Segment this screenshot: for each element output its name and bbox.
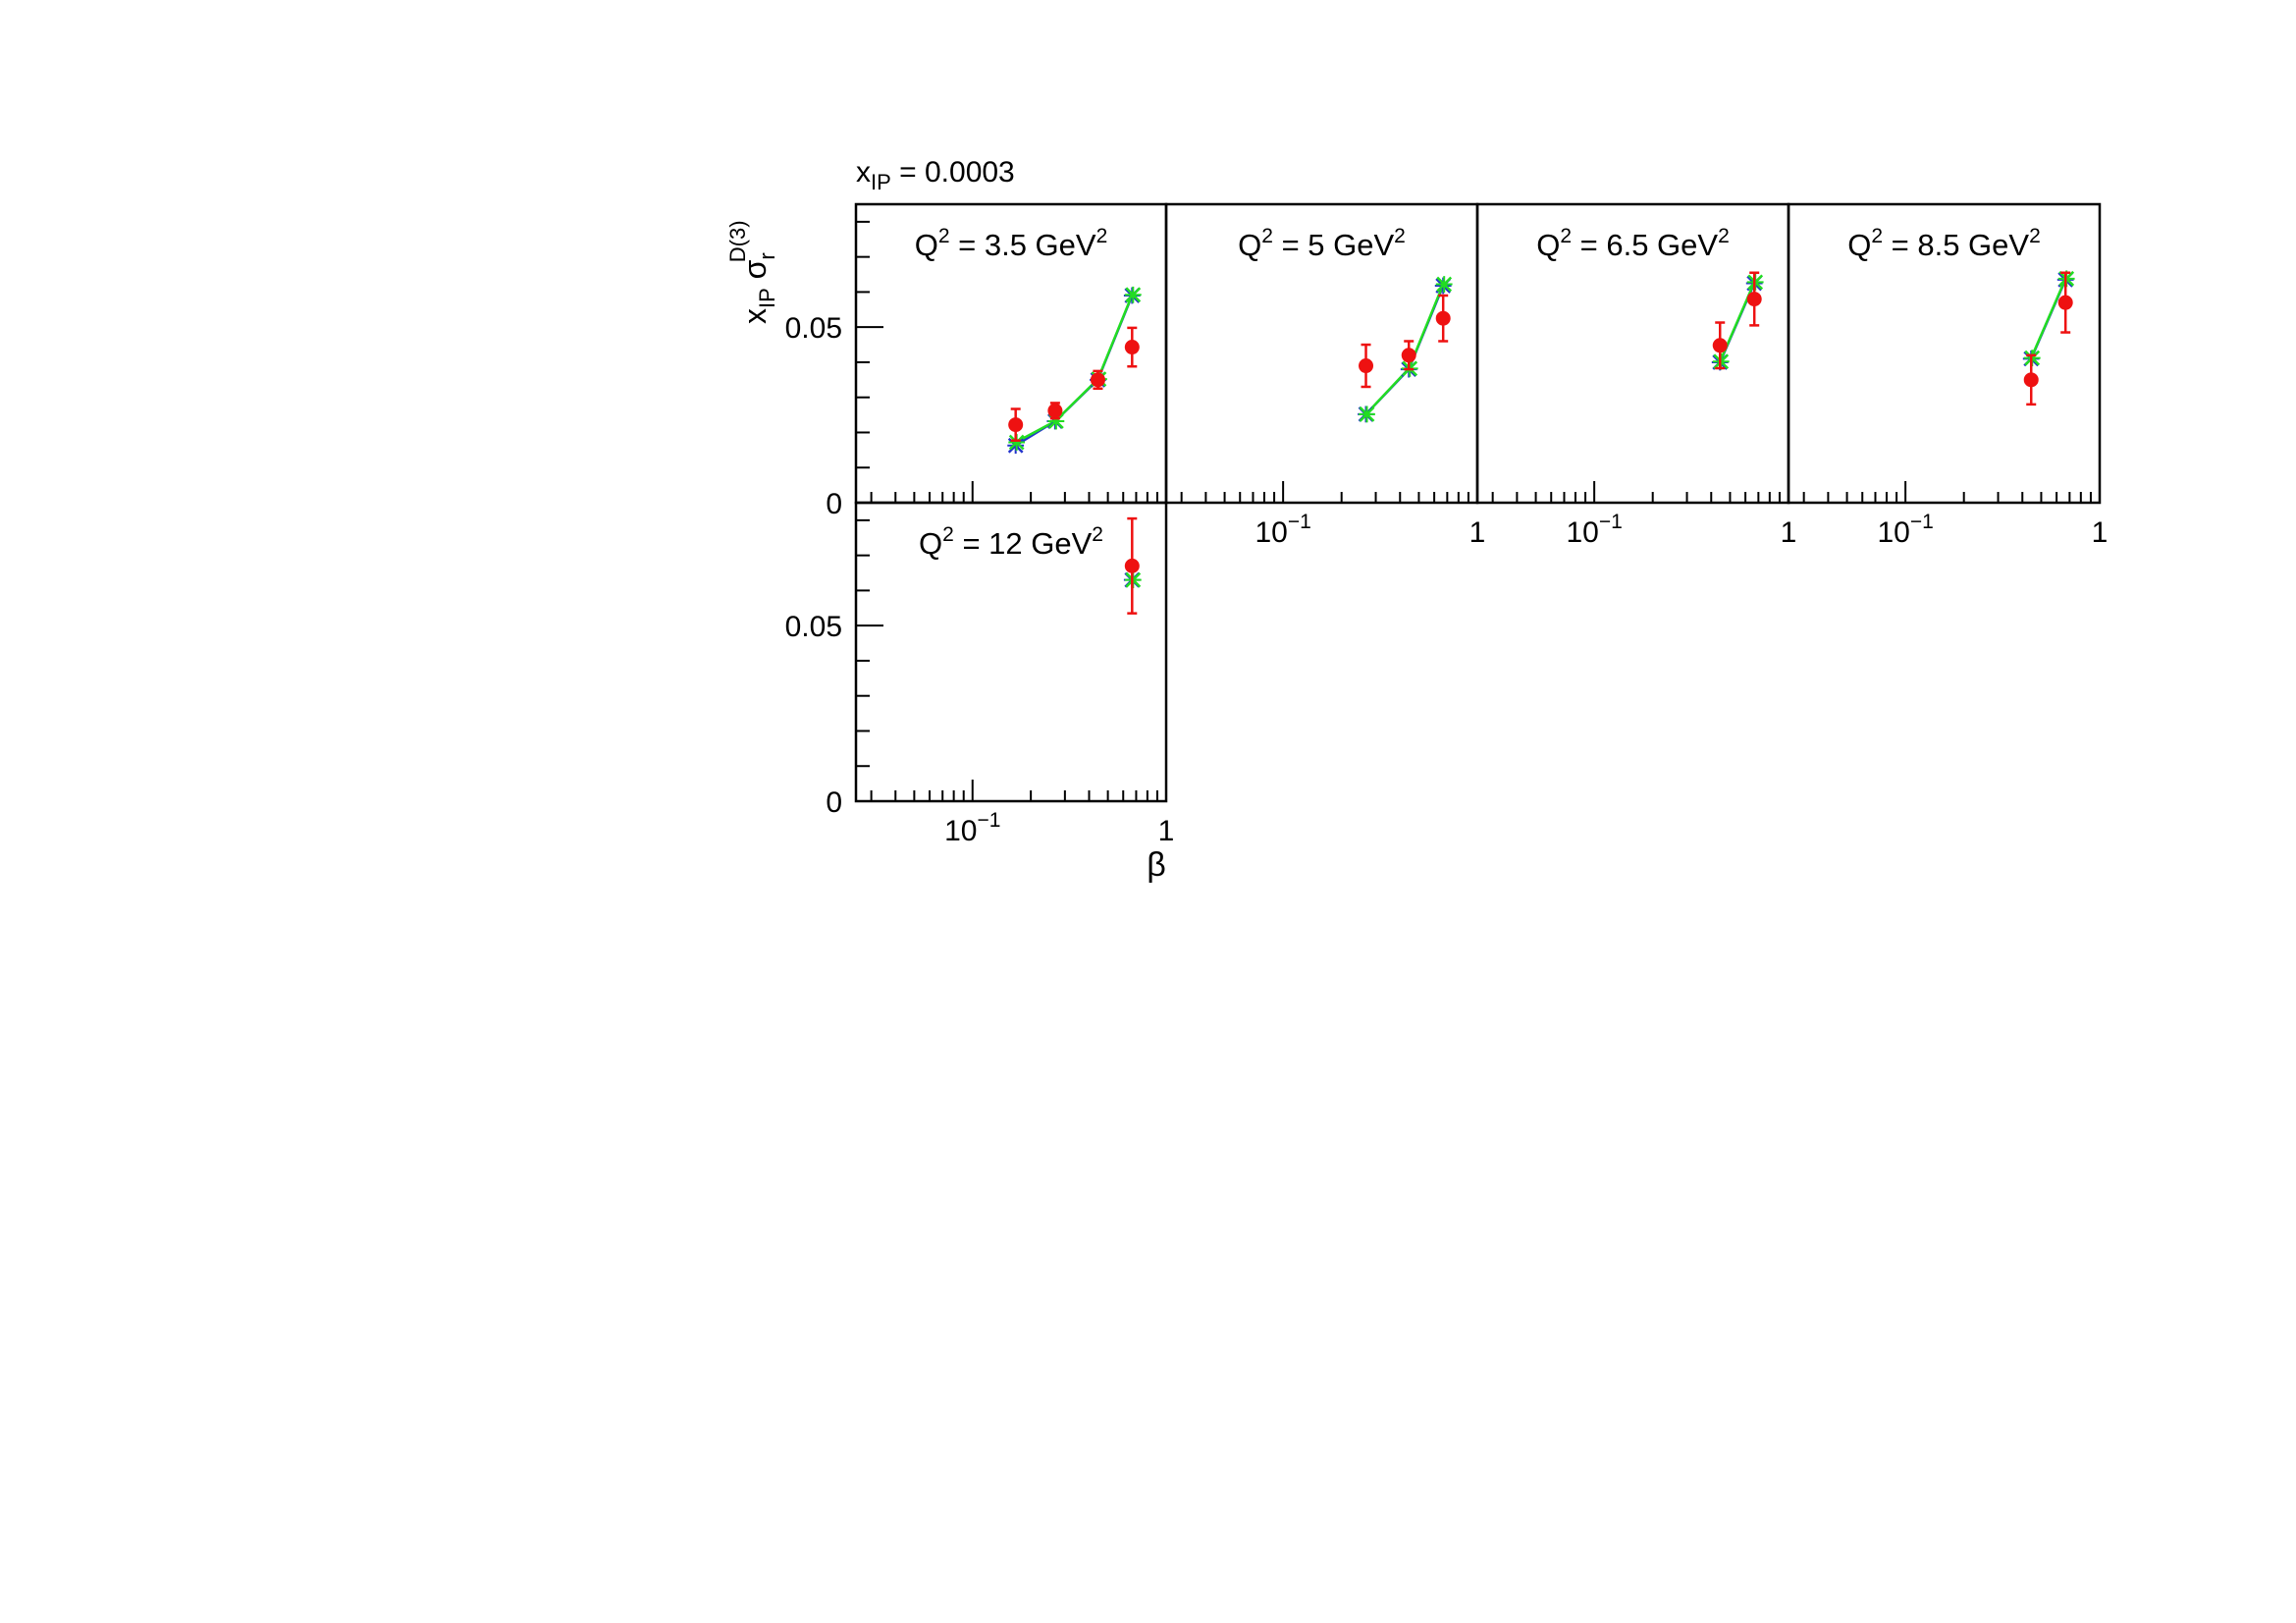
x-tick-label: 10−1 bbox=[1255, 511, 1310, 549]
xip-label: xIP = 0.0003 bbox=[856, 156, 1015, 194]
x-tick-label: 1 bbox=[1158, 815, 1175, 847]
panel-3: 10−1 1 Q2 = 6.5 GeV2 bbox=[1475, 202, 1797, 549]
data-point bbox=[1746, 292, 1762, 307]
x-ticks bbox=[1491, 481, 1781, 503]
data-point bbox=[2023, 372, 2039, 388]
data-point bbox=[1359, 358, 1374, 374]
panel-title: Q2 = 3.5 GeV2 bbox=[915, 225, 1108, 262]
data-point bbox=[1090, 372, 1105, 388]
figure-labels: xIP = 0.0003 xIP σrD(3) β bbox=[725, 156, 1166, 884]
y-tick-label: 0.05 bbox=[785, 312, 842, 345]
x-tick-label: 1 bbox=[2092, 516, 2109, 549]
data-point bbox=[1047, 403, 1063, 418]
fit-green-point bbox=[1435, 276, 1453, 293]
x-tick-label: 10−1 bbox=[944, 809, 1000, 847]
y-tick-label: 0 bbox=[826, 786, 842, 819]
panel-frame bbox=[854, 501, 1168, 803]
x-tick-label: 1 bbox=[1781, 516, 1797, 549]
panel-2: 10−1 1 Q2 = 5 GeV2 bbox=[1164, 202, 1486, 549]
y-axis-label: xIP σrD(3) bbox=[725, 220, 779, 324]
y-tick-label: 0.05 bbox=[785, 611, 842, 643]
x-ticks bbox=[870, 481, 1158, 503]
x-ticks bbox=[1802, 481, 2092, 503]
fit-green-line bbox=[1015, 294, 1134, 444]
data-point bbox=[1124, 340, 1140, 355]
x-ticks bbox=[870, 780, 1158, 801]
panel-title: Q2 = 6.5 GeV2 bbox=[1536, 225, 1730, 262]
panel-title: Q2 = 5 GeV2 bbox=[1238, 225, 1406, 262]
y-ticks: 00.05 bbox=[785, 518, 883, 819]
data-point bbox=[1435, 310, 1451, 326]
y-tick-label: 0 bbox=[826, 488, 842, 520]
data-point bbox=[1712, 338, 1728, 353]
panel-title: Q2 = 8.5 GeV2 bbox=[1847, 225, 2041, 262]
x-tick-label: 1 bbox=[1469, 516, 1486, 549]
x-ticks bbox=[1180, 481, 1469, 503]
panel-4: 10−1 1 Q2 = 8.5 GeV2 bbox=[1787, 202, 2109, 549]
y-ticks: 00.05 bbox=[785, 220, 883, 520]
fit-green-point bbox=[1124, 286, 1142, 303]
fit-blue-line bbox=[1015, 295, 1134, 447]
x-axis-label: β bbox=[1147, 846, 1166, 884]
data-point bbox=[2057, 295, 2073, 310]
fit-green-line bbox=[2030, 278, 2067, 359]
x-tick-label: 10−1 bbox=[1566, 511, 1622, 549]
x-tick-label: 10−1 bbox=[1877, 511, 1933, 549]
data-point bbox=[1124, 558, 1140, 573]
data-point bbox=[1008, 417, 1024, 433]
data-point bbox=[1401, 348, 1416, 363]
fit-green-point bbox=[1359, 406, 1375, 423]
panel-frame bbox=[1787, 202, 2102, 505]
panel-title: Q2 = 12 GeV2 bbox=[919, 523, 1103, 561]
